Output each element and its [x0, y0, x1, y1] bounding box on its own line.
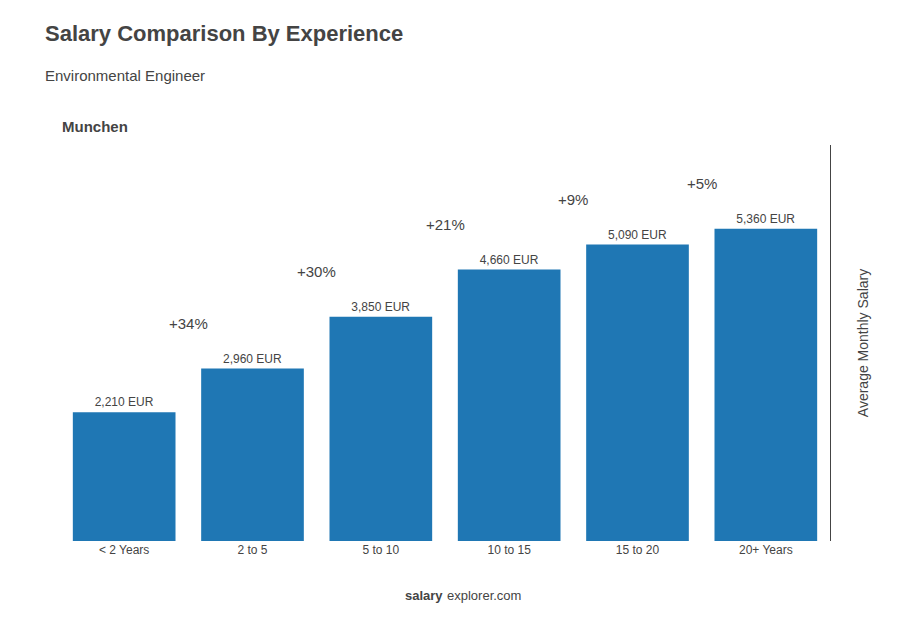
svg-text:5,090 EUR: 5,090 EUR — [608, 228, 667, 242]
svg-text:5,360 EUR: 5,360 EUR — [736, 212, 795, 226]
svg-text:Average Monthly Salary: Average Monthly Salary — [855, 269, 871, 417]
svg-text:4,660 EUR: 4,660 EUR — [480, 253, 539, 267]
svg-text:5 to 10: 5 to 10 — [362, 543, 399, 557]
svg-text:3,850 EUR: 3,850 EUR — [351, 300, 410, 314]
svg-text:+21%: +21% — [426, 216, 465, 233]
svg-text:2 to 5: 2 to 5 — [237, 543, 267, 557]
svg-text:+34%: +34% — [169, 315, 208, 332]
svg-text:10 to 15: 10 to 15 — [487, 543, 531, 557]
svg-text:< 2 Years: < 2 Years — [99, 543, 149, 557]
svg-text:20+ Years: 20+ Years — [739, 543, 793, 557]
svg-text:Munchen: Munchen — [62, 118, 128, 135]
svg-text:salary: salary — [405, 588, 443, 603]
svg-text:+30%: +30% — [297, 263, 336, 280]
svg-text:+5%: +5% — [687, 175, 717, 192]
svg-text:2,960 EUR: 2,960 EUR — [223, 352, 282, 366]
svg-text:explorer.com: explorer.com — [447, 588, 521, 603]
svg-text:Salary Comparison By Experienc: Salary Comparison By Experience — [45, 21, 403, 46]
svg-text:15 to 20: 15 to 20 — [616, 543, 660, 557]
svg-text:2,210 EUR: 2,210 EUR — [95, 395, 154, 409]
svg-text:+9%: +9% — [558, 191, 588, 208]
svg-text:Environmental Engineer: Environmental Engineer — [45, 67, 205, 84]
